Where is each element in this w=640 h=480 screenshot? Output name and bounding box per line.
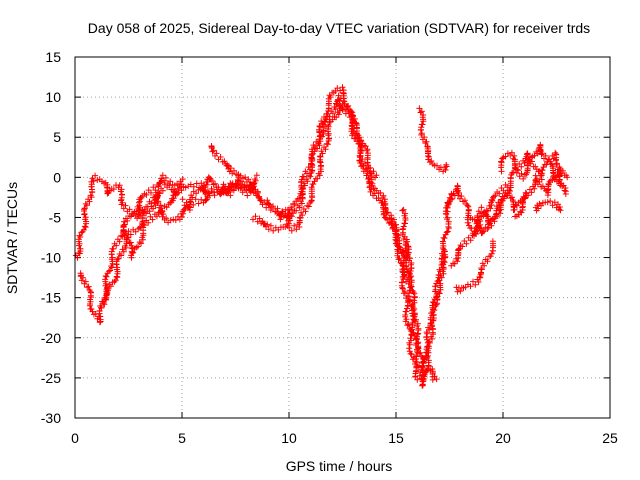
x-axis-label: GPS time / hours <box>286 458 393 474</box>
y-tick-label: 5 <box>53 129 61 145</box>
data-points-arc-f <box>208 143 261 197</box>
x-tick-label: 25 <box>602 430 618 446</box>
y-tick-label: -5 <box>49 209 62 225</box>
y-tick-label: 10 <box>45 89 61 105</box>
data-points-arc-t <box>532 198 564 214</box>
series-arc-s <box>512 165 565 220</box>
data-points-arc-q <box>467 149 571 237</box>
series-arc-l <box>402 190 455 375</box>
series-arc-r <box>498 141 569 197</box>
x-tick-labels: 0 5 10 15 20 25 <box>71 430 618 446</box>
y-tick-label: -30 <box>41 410 61 426</box>
plot-frame <box>74 56 611 419</box>
y-tick-label: 15 <box>45 49 61 65</box>
x-tick-label: 15 <box>388 430 404 446</box>
x-tick-label: 10 <box>281 430 297 446</box>
series-arc-i <box>286 102 380 234</box>
data-points-arc-s <box>512 165 565 220</box>
y-tick-label: 0 <box>53 169 61 185</box>
series-arc-t <box>532 198 564 214</box>
data-points-arc-m <box>416 105 450 175</box>
data-points-arc-l <box>402 190 455 375</box>
data-points-arc-i <box>286 102 380 234</box>
series-arc-h <box>264 92 411 285</box>
y-tick-label: -15 <box>41 290 61 306</box>
y-tick-label: -25 <box>41 370 61 386</box>
chart-title: Day 058 of 2025, Sidereal Day-to-day VTE… <box>88 20 590 36</box>
series-arc-e <box>179 172 291 223</box>
series-arc-q <box>467 149 571 237</box>
data-layer <box>72 84 571 389</box>
series-arc-f <box>208 143 261 197</box>
series-arc-p <box>453 238 497 295</box>
data-points-arc-e <box>179 172 291 223</box>
data-points-arc-o <box>448 181 511 269</box>
x-tick-label: 5 <box>178 430 186 446</box>
y-axis-label: SDTVAR / TECUs <box>4 182 20 294</box>
y-tick-label: -20 <box>41 330 61 346</box>
series-arc-m <box>416 105 450 175</box>
x-tick-label: 20 <box>495 430 511 446</box>
data-points-arc-h <box>264 92 411 285</box>
data-points-arc-r <box>498 141 569 197</box>
data-points-arc-p <box>453 238 497 295</box>
y-tick-labels: -30 -25 -20 -15 -10 -5 0 5 10 15 <box>41 49 61 426</box>
x-tick-label: 0 <box>71 430 79 446</box>
series-arc-o <box>448 181 511 269</box>
y-tick-label: -10 <box>41 250 61 266</box>
